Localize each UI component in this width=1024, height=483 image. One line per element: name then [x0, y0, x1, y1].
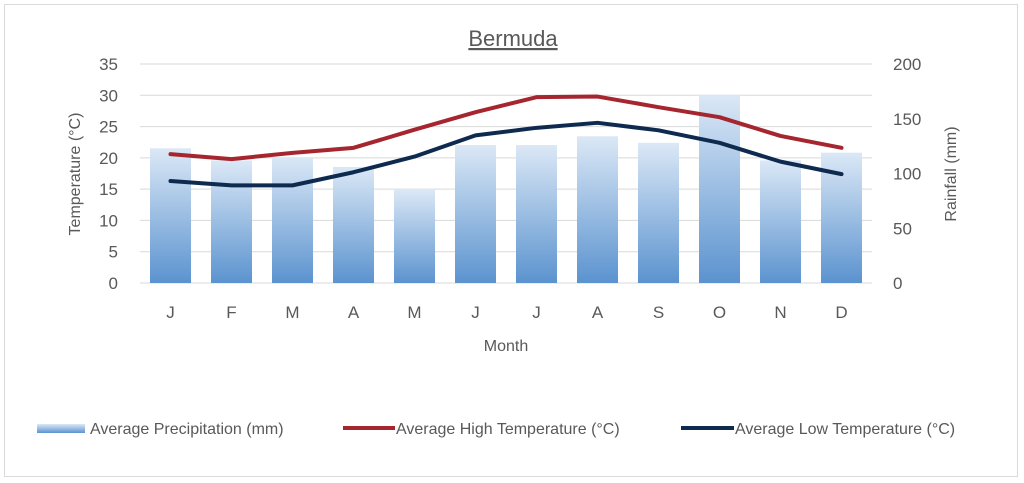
x-tick-label: F	[226, 303, 236, 322]
legend-label-precipitation: Average Precipitation (mm)	[90, 421, 284, 438]
bar-precipitation	[394, 189, 435, 283]
x-tick-label: O	[713, 303, 726, 322]
x-tick-label: A	[592, 303, 604, 322]
y-left-tick-label: 15	[99, 180, 118, 199]
bar-precipitation	[516, 145, 557, 283]
x-tick-label: J	[532, 303, 541, 322]
bar-precipitation	[211, 160, 252, 283]
y-left-tick-label: 10	[99, 211, 118, 230]
x-tick-label: M	[285, 303, 299, 322]
bar-precipitation	[638, 142, 679, 283]
line-high-temperature	[168, 94, 844, 162]
x-tick-label: M	[407, 303, 421, 322]
bar-precipitation	[150, 148, 191, 283]
y-left-tick-label: 0	[109, 274, 118, 293]
y-right-tick-label: 100	[893, 165, 921, 184]
y-right-tick-label: 50	[893, 219, 912, 238]
x-tick-label: J	[471, 303, 480, 322]
bar-precipitation	[577, 136, 618, 283]
legend: Average Precipitation (mm) Average High …	[37, 421, 955, 438]
x-tick-label: D	[835, 303, 847, 322]
x-axis-label: Month	[484, 338, 528, 355]
x-tick-label: N	[774, 303, 786, 322]
legend-label-low: Average Low Temperature (°C)	[735, 421, 955, 438]
y-axis-left-label: Temperature (°C)	[67, 113, 84, 236]
y-left-tick-label: 25	[99, 118, 118, 137]
legend-swatch-precipitation	[37, 424, 85, 433]
y-right-tick-label: 150	[893, 110, 921, 129]
bar-precipitation	[333, 166, 374, 283]
bar-precipitation	[455, 145, 496, 283]
y-left-tick-label: 35	[99, 55, 118, 74]
y-left-tick-label: 20	[99, 149, 118, 168]
line-low-temperature	[168, 120, 844, 188]
legend-label-high: Average High Temperature (°C)	[396, 421, 620, 438]
x-tick-label: J	[166, 303, 175, 322]
bar-precipitation	[699, 94, 740, 283]
y-left-tick-label: 5	[109, 243, 118, 262]
y-left-tick-label: 30	[99, 86, 118, 105]
y-axis-right-label: Rainfall (mm)	[943, 126, 960, 221]
x-tick-label: S	[653, 303, 664, 322]
chart-title: Bermuda	[468, 26, 558, 51]
bar-precipitation	[760, 160, 801, 283]
y-right-tick-label: 200	[893, 55, 921, 74]
bar-precipitation	[272, 157, 313, 283]
x-tick-label: A	[348, 303, 360, 322]
chart-frame	[4, 4, 1018, 477]
y-right-tick-label: 0	[893, 274, 902, 293]
